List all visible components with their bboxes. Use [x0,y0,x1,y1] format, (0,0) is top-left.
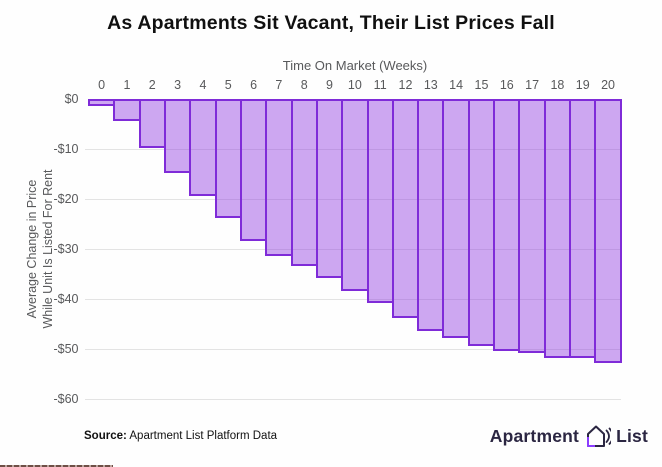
y-gridline [84,348,621,350]
bar-week-11 [366,98,394,303]
y-gridline [84,198,621,200]
bar-week-7 [265,98,293,256]
bar-week-18 [543,98,572,358]
bar-week-5 [214,98,242,218]
x-tick-label: 9 [326,78,333,92]
x-tick-label: 13 [423,78,438,92]
y-tick-label: -$30 [53,241,79,256]
bottom-edge-artifact [0,465,113,467]
y-gridline [84,248,621,250]
bar-week-15 [467,98,496,346]
y-tick-label: -$20 [53,191,79,206]
bar-week-17 [518,98,546,353]
x-tick-label: 19 [575,78,590,92]
y-tick-label: -$40 [53,291,79,306]
y-tick-label: -$10 [53,141,79,156]
bar-week-1 [113,98,141,121]
y-tick-label: -$60 [53,391,79,406]
apartment-list-house-icon [584,422,612,450]
chart-title: As Apartments Sit Vacant, Their List Pri… [107,12,555,34]
bar-week-0 [88,98,116,106]
x-tick-label: 12 [398,78,413,92]
x-tick-label: 3 [174,78,182,92]
x-tick-label: 1 [123,78,131,92]
x-tick-label: 16 [499,78,514,92]
logo-word-list: List [616,425,648,446]
bar-week-9 [315,98,344,278]
x-tick-label: 8 [300,78,308,92]
bar-week-13 [417,98,445,331]
bar-week-10 [341,98,369,291]
source-text: Apartment List Platform Data [126,430,278,442]
source-note: Source: Apartment List Platform Data [84,430,277,442]
y-gridline [84,148,621,150]
source-label: Source: [84,430,127,442]
y-tick-label: $0 [64,91,79,106]
bar-week-14 [442,98,470,338]
x-tick-label: 5 [224,78,232,92]
bar-week-6 [239,98,268,241]
x-tick-label: 10 [347,78,362,92]
x-axis-title: Time On Market (Weeks) [282,58,428,73]
apartment-list-logo: Apartment List [490,421,648,451]
x-tick-label: 2 [148,78,156,92]
y-gridline [84,398,621,400]
x-tick-label: 15 [474,78,489,92]
bar-week-20 [594,98,622,363]
bar-week-8 [290,98,318,266]
x-tick-label: 14 [449,78,464,92]
bar-week-16 [493,98,521,351]
x-tick-label: 11 [373,78,387,92]
x-tick-label: 20 [601,78,615,92]
x-tick-label: 7 [275,78,283,92]
logo-word-apartment: Apartment [489,425,580,446]
bar-week-19 [569,98,597,358]
x-tick-label: 4 [199,78,207,92]
bar-week-4 [189,98,217,196]
bar-week-3 [163,98,192,173]
bar-week-12 [391,98,420,318]
x-tick-label: 6 [250,78,258,92]
y-gridline [84,298,621,300]
x-tick-label: 0 [98,78,106,92]
x-tick-label: 18 [550,78,565,92]
x-tick-label: 17 [525,78,540,92]
bar-week-2 [138,98,166,148]
y-tick-label: -$50 [53,341,79,356]
